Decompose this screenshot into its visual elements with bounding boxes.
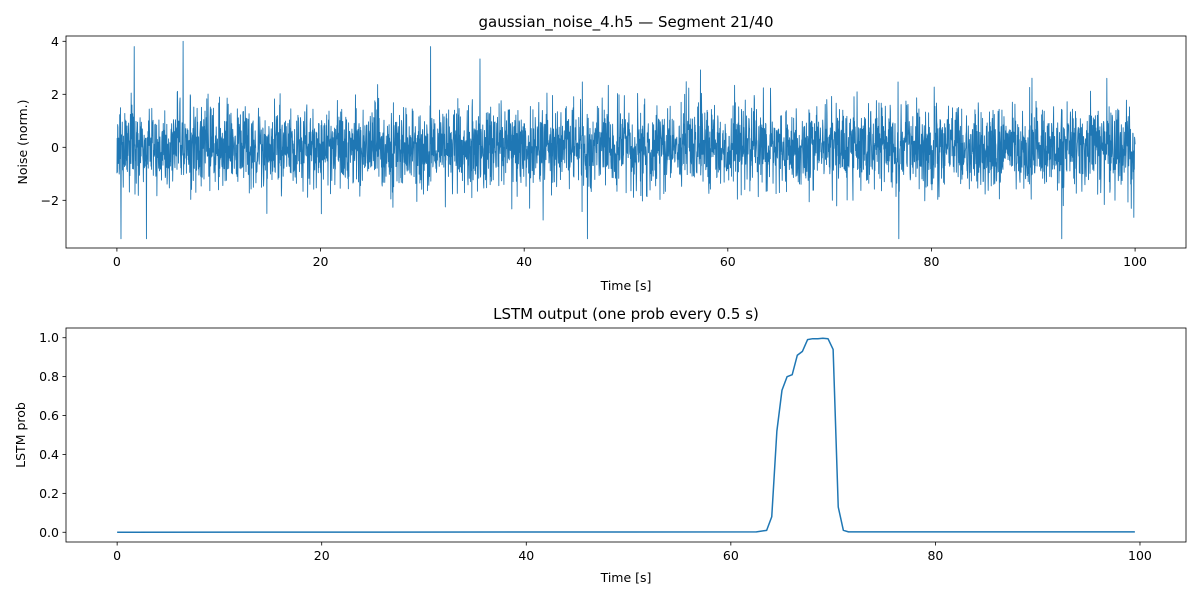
lstm-x-tick-label: 0 [113,548,121,563]
lstm-y-tick-label: 0.6 [39,408,59,423]
noise-chart-title: gaussian_noise_4.h5 — Segment 21/40 [478,13,773,32]
lstm-y-axis-label: LSTM prob [13,402,28,468]
lstm-series [117,337,1135,534]
lstm-y-tick-label: 1.0 [39,330,59,345]
lstm-series-line [117,337,1135,534]
lstm-x-tick-label: 20 [314,548,330,563]
lstm-axes: LSTM output (one prob every 0.5 s) 0 20 40… [13,305,1187,585]
noise-axes-frame [65,35,1187,249]
lstm-axes-frame [65,327,1187,543]
noise-x-axis-label: Time [s] [600,278,652,293]
noise-y-tick-label: 2 [51,87,59,102]
noise-series [116,40,1136,240]
lstm-x-axis-label: Time [s] [600,570,652,585]
noise-y-tick-label: 4 [51,34,59,49]
noise-y-axis-label: Noise (norm.) [15,99,30,184]
noise-y-ticks: −2 0 2 4 [41,34,66,208]
noise-x-ticks: 0 20 40 60 80 100 [113,248,1147,269]
lstm-y-tick-label: 0.4 [39,447,59,462]
lstm-x-tick-label: 100 [1128,548,1152,563]
lstm-x-tick-label: 80 [927,548,943,563]
lstm-y-tick-label: 0.0 [39,525,59,540]
lstm-y-tick-label: 0.2 [39,486,59,501]
noise-x-tick-label: 100 [1123,254,1147,269]
lstm-x-tick-label: 40 [518,548,534,563]
noise-x-tick-label: 0 [113,254,121,269]
noise-x-tick-label: 40 [516,254,532,269]
noise-y-tick-label: 0 [51,140,59,155]
lstm-y-ticks: 0.0 0.2 0.4 0.6 0.8 1.0 [39,330,66,540]
lstm-x-tick-label: 60 [723,548,739,563]
lstm-plot-area [66,328,1186,542]
noise-y-tick-label: −2 [41,193,59,208]
noise-axes: gaussian_noise_4.h5 — Segment 21/40 0 20 4… [15,13,1187,293]
lstm-x-ticks: 0 20 40 60 80 100 [113,542,1152,563]
lstm-chart-title: LSTM output (one prob every 0.5 s) [493,305,759,323]
noise-x-tick-label: 80 [924,254,940,269]
noise-x-tick-label: 20 [313,254,329,269]
lstm-y-tick-label: 0.8 [39,369,59,384]
noise-series-line [116,40,1136,240]
noise-x-tick-label: 60 [720,254,736,269]
